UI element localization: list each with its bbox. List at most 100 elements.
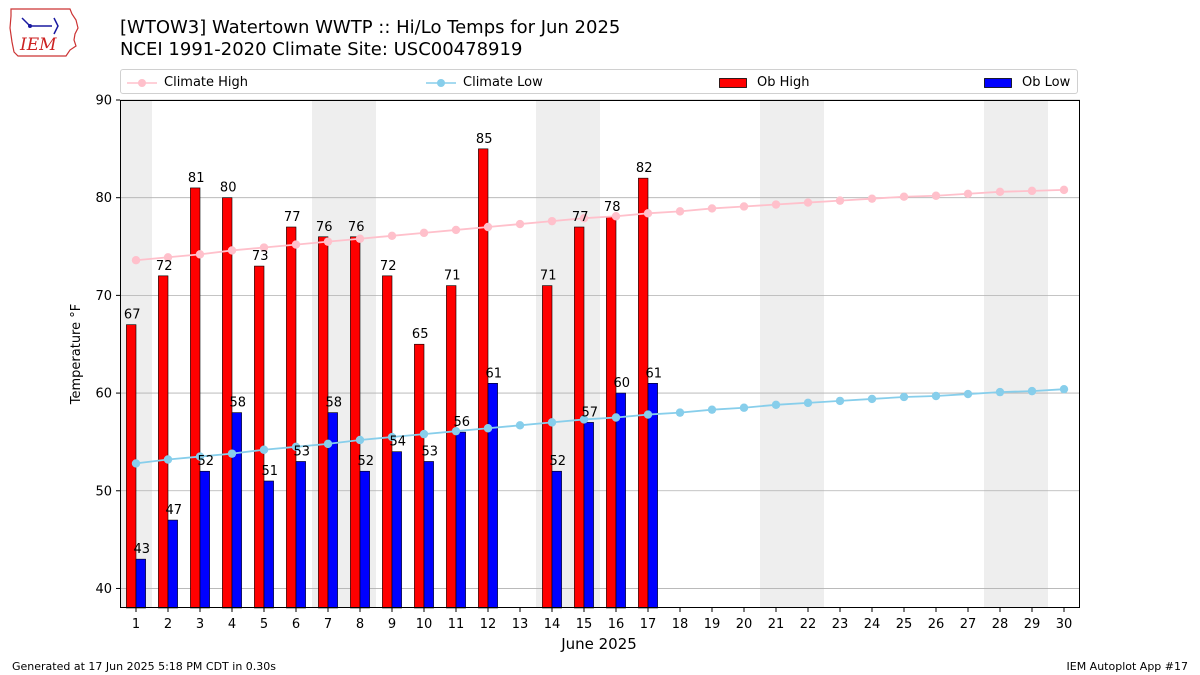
x-tick-label-5: 5 xyxy=(260,617,268,632)
ob-low-label-day-5: 51 xyxy=(262,464,279,479)
x-tick-label-30: 30 xyxy=(1056,617,1073,632)
x-tick-label-11: 11 xyxy=(448,617,465,632)
climate-low-point-day-13 xyxy=(515,421,525,430)
ob-high-label-day-15: 77 xyxy=(572,210,589,225)
legend-label-climate-high: Climate High xyxy=(164,75,249,90)
y-tick-label-90: 90 xyxy=(95,94,112,109)
x-axis-ticks: 1 2 3 4 5 6 7 8 9 10 11 12 13 14 15 16 17 18 19 20 21 22 23 24 2… xyxy=(132,608,1072,632)
y-axis-label: Temperature °F xyxy=(69,304,84,405)
climate-low-point-day-25 xyxy=(899,392,909,402)
x-tick-label-12: 12 xyxy=(480,617,497,632)
iem-logo: IEM xyxy=(8,6,82,60)
bar-value-labels: 67 43 72 47 81 52 80 58 73 51 77 53 76 58 76 52 72 54 65 53… xyxy=(124,132,662,557)
climate-low-point-day-11 xyxy=(451,426,461,436)
x-tick-label-6: 6 xyxy=(292,617,300,632)
x-tick-label-4: 4 xyxy=(228,617,236,632)
climate-high-point-day-23 xyxy=(835,196,845,205)
climate-low-point-day-4 xyxy=(227,449,237,458)
x-tick-label-24: 24 xyxy=(864,617,881,632)
ob-low-bar-day-15 xyxy=(583,422,594,609)
ob-high-label-day-7: 76 xyxy=(316,220,333,235)
ob-low-label-day-11: 56 xyxy=(454,415,471,430)
y-axis-ticks: 40 50 60 70 80 90 xyxy=(95,94,120,597)
climate-high-point-day-30 xyxy=(1059,185,1069,195)
ob-high-label-day-17: 82 xyxy=(636,161,653,176)
x-tick-label-1: 1 xyxy=(132,617,140,632)
climate-high-point-day-27 xyxy=(963,189,973,198)
x-tick-label-8: 8 xyxy=(356,617,364,632)
x-tick-label-20: 20 xyxy=(736,617,753,632)
climate-low-point-day-5 xyxy=(259,445,269,454)
climate-high-point-day-16 xyxy=(611,212,621,221)
climate-low-point-day-17 xyxy=(643,410,653,419)
climate-high-point-day-17 xyxy=(643,209,653,218)
climate-low-point-day-29 xyxy=(1027,386,1037,396)
climate-low-point-day-24 xyxy=(867,394,877,404)
shade-day-21 xyxy=(760,100,792,608)
climate-high-point-day-14 xyxy=(547,216,557,226)
x-tick-label-22: 22 xyxy=(800,617,817,632)
climate-low-point-day-2 xyxy=(163,455,173,464)
legend-label-climate-low: Climate Low xyxy=(463,75,543,90)
ob-low-bar-day-10 xyxy=(423,461,434,609)
ob-high-bar-day-7 xyxy=(318,236,329,609)
ob-low-label-day-15: 57 xyxy=(582,405,599,420)
legend-swatch-climate-high xyxy=(127,78,157,87)
y-tick-label-40: 40 xyxy=(95,582,112,597)
climate-low-point-day-6 xyxy=(291,442,301,452)
ob-low-bar-day-5 xyxy=(263,480,274,609)
ob-low-bar-day-12 xyxy=(487,383,498,609)
ob-low-label-day-10: 53 xyxy=(422,444,439,459)
climate-low-point-day-30 xyxy=(1059,384,1069,394)
x-tick-label-15: 15 xyxy=(576,617,593,632)
ob-high-label-day-11: 71 xyxy=(444,269,461,284)
climate-low-point-day-10 xyxy=(419,429,429,439)
ob-low-bar-day-16 xyxy=(615,392,626,609)
ob-high-label-day-3: 81 xyxy=(188,171,205,186)
climate-high-point-day-19 xyxy=(707,204,717,213)
climate-high-point-day-29 xyxy=(1027,186,1037,196)
svg-text:IEM: IEM xyxy=(19,35,57,55)
x-tick-label-7: 7 xyxy=(324,617,332,632)
ob-low-label-day-6: 53 xyxy=(294,444,311,459)
climate-high-point-day-12 xyxy=(483,222,493,232)
climate-low-point-day-26 xyxy=(931,391,941,401)
ob-high-bar-day-17 xyxy=(638,177,649,609)
x-tick-label-18: 18 xyxy=(672,617,689,632)
climate-high-point-day-2 xyxy=(163,253,173,262)
ob-low-label-day-3: 52 xyxy=(198,454,215,469)
ob-high-bar-day-14 xyxy=(542,285,553,609)
climate-lines xyxy=(131,185,1069,468)
legend-item-climate-high: Climate High xyxy=(127,70,248,95)
y-tick-label-60: 60 xyxy=(95,387,112,402)
climate-low-line xyxy=(135,388,1065,465)
iowa-map-icon: IEM xyxy=(9,8,79,57)
ob-high-bar-day-10 xyxy=(414,343,425,609)
shade-day-28 xyxy=(984,100,1016,608)
ob-high-label-day-10: 65 xyxy=(412,327,429,342)
ob-low-label-day-12: 61 xyxy=(486,366,503,381)
climate-low-point-day-23 xyxy=(835,396,845,406)
ob-low-label-day-2: 47 xyxy=(166,503,183,518)
climate-high-point-day-21 xyxy=(771,200,781,209)
ob-low-bar-day-8 xyxy=(359,470,370,609)
ob-low-bar-day-1 xyxy=(135,558,146,609)
bars xyxy=(126,148,658,609)
climate-low-point-day-27 xyxy=(963,389,973,399)
plot-frame xyxy=(120,100,1080,608)
ob-high-label-day-6: 77 xyxy=(284,210,301,225)
climate-low-point-day-9 xyxy=(387,432,397,442)
climate-high-point-day-9 xyxy=(387,231,397,240)
climate-low-point-day-3 xyxy=(195,452,205,461)
ob-low-label-day-9: 54 xyxy=(390,435,407,450)
climate-low-point-day-14 xyxy=(547,418,557,427)
climate-low-point-day-19 xyxy=(707,405,717,414)
x-tick-label-27: 27 xyxy=(960,617,977,632)
ob-high-label-day-16: 78 xyxy=(604,200,621,215)
ob-high-bar-day-16 xyxy=(606,216,617,609)
x-tick-label-29: 29 xyxy=(1024,617,1041,632)
ob-high-label-day-1: 67 xyxy=(124,308,141,323)
ob-high-label-day-8: 76 xyxy=(348,220,365,235)
climate-high-point-day-18 xyxy=(675,207,685,216)
ob-low-label-day-8: 52 xyxy=(358,454,375,469)
